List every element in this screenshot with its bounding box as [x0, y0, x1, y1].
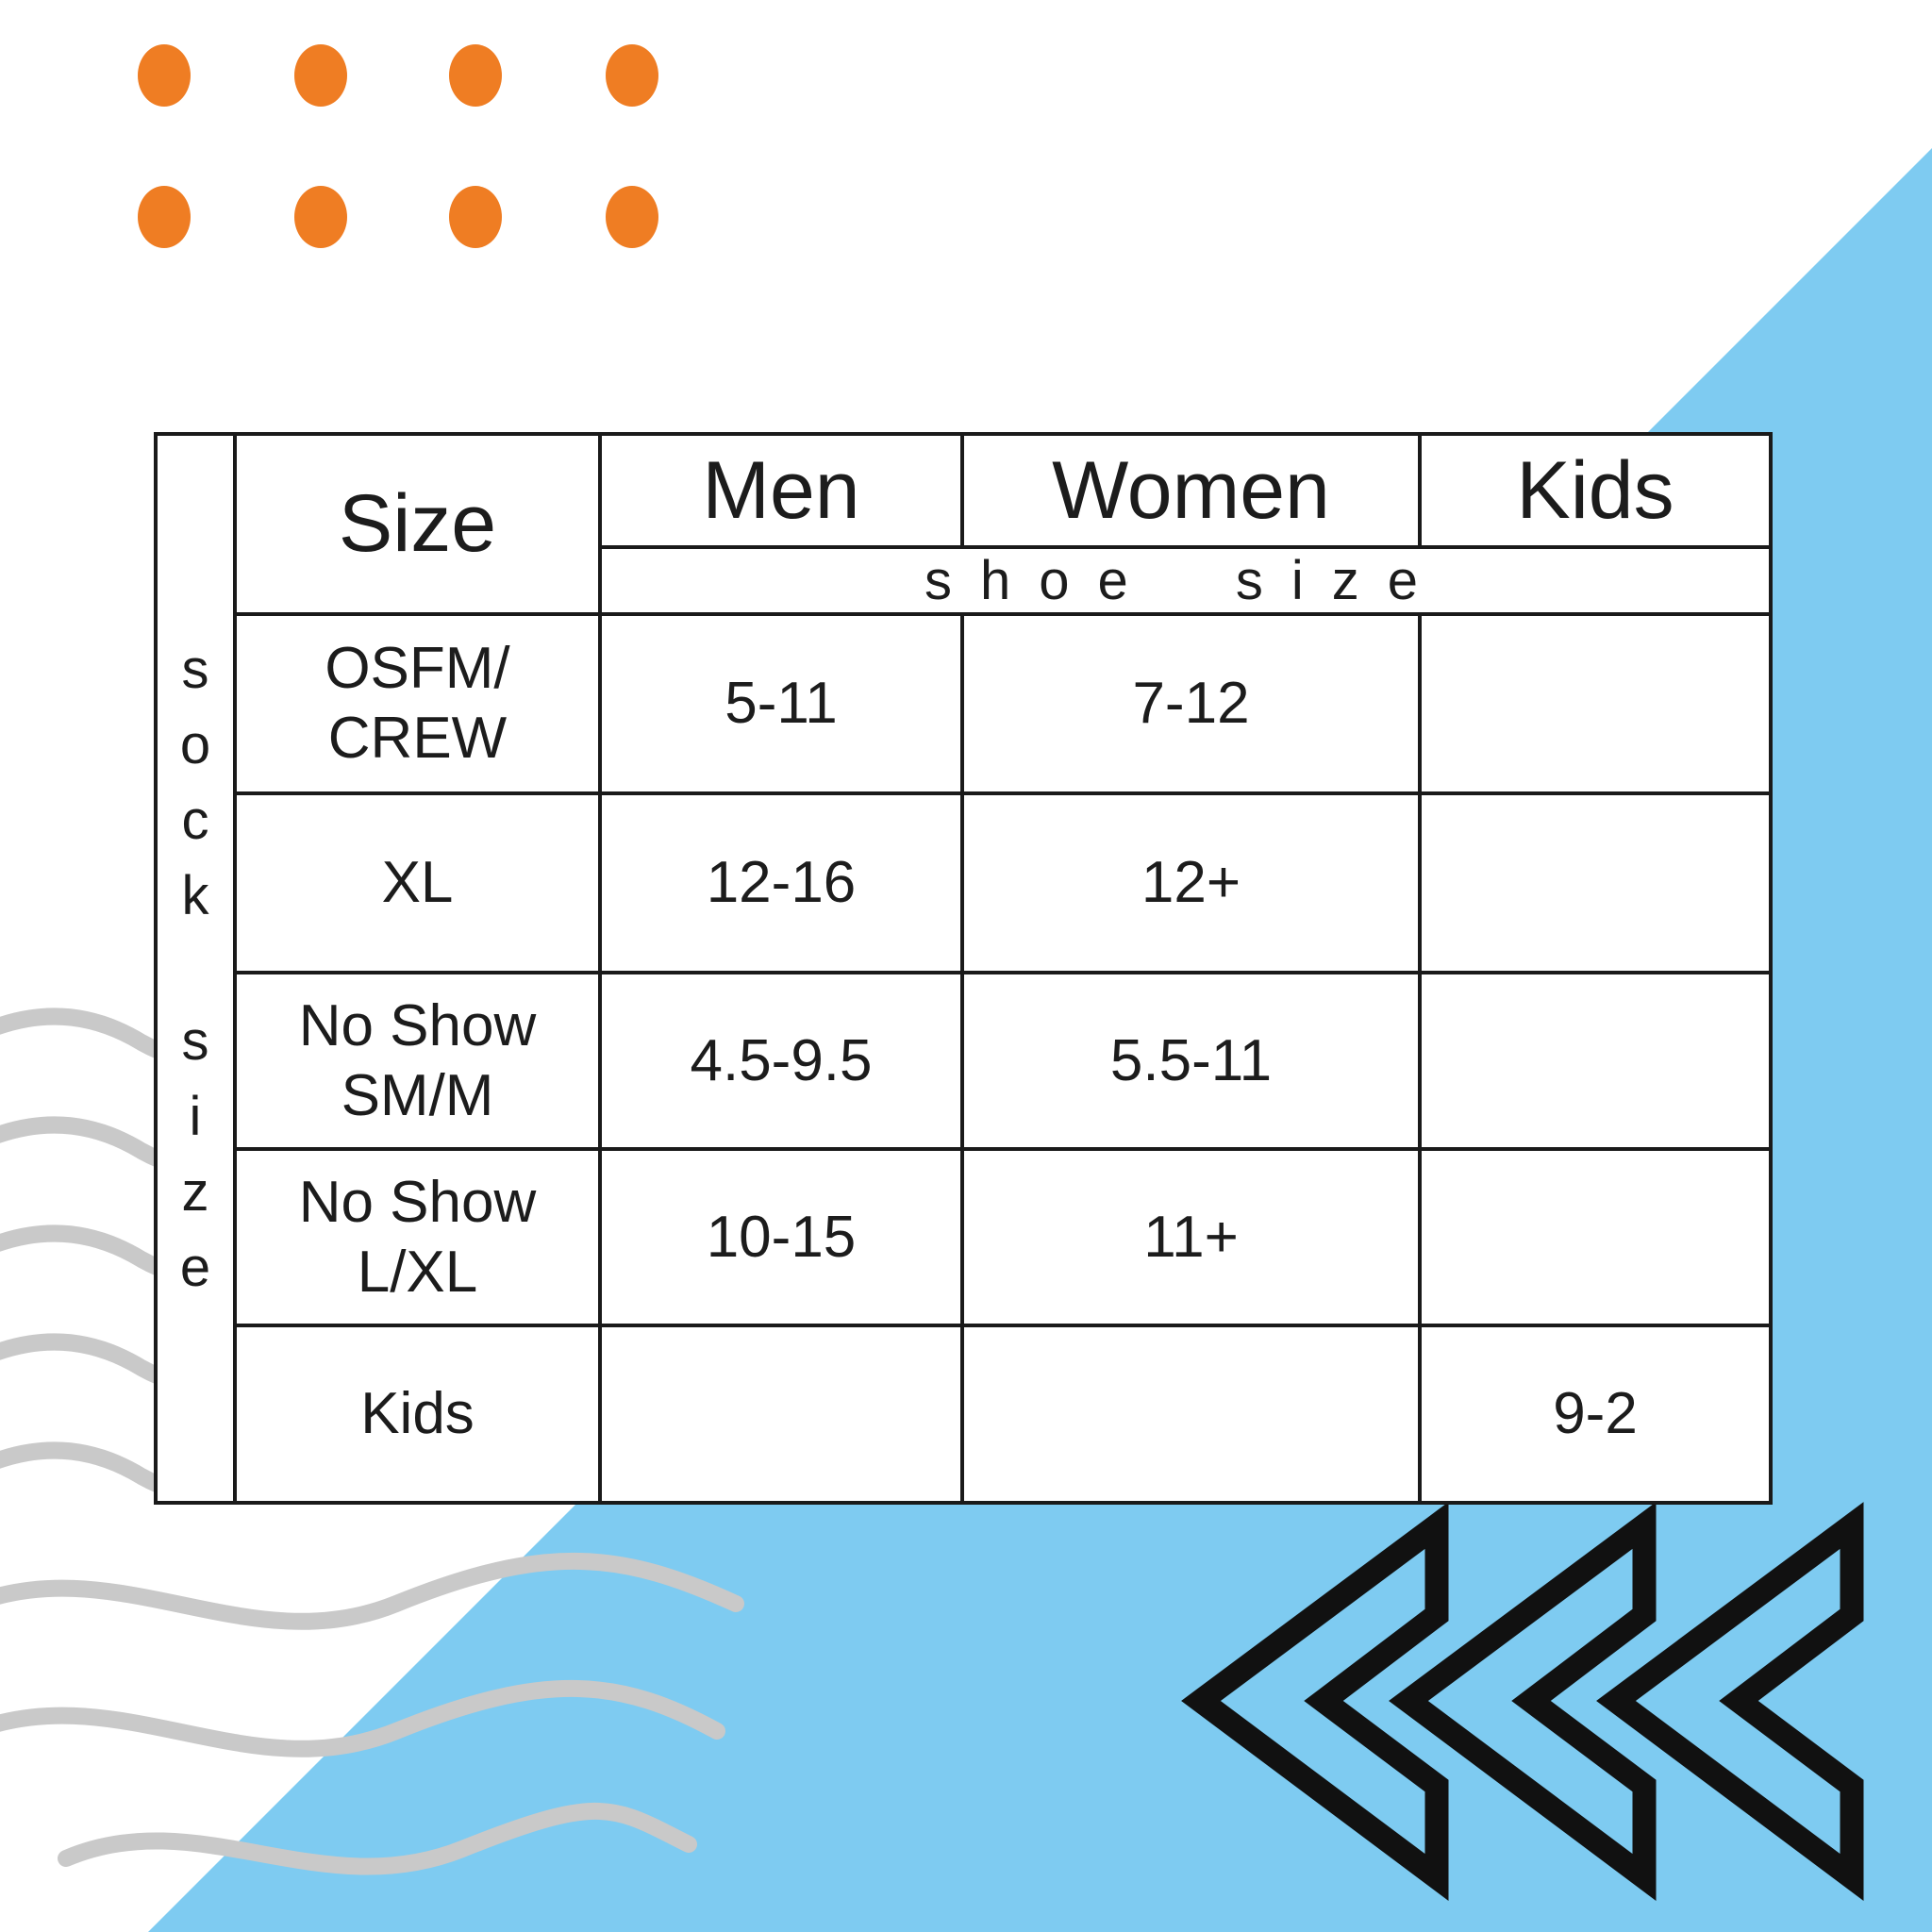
row-label-line: OSFM/: [325, 636, 510, 701]
cell-kids-xl: [1418, 791, 1773, 974]
chevron-arrows: [1181, 1502, 1864, 1901]
cell-women-xl: 12+: [960, 791, 1422, 974]
row-label-kids: Kids: [233, 1324, 602, 1505]
shoe-size-row: shoe size: [156, 545, 1773, 616]
cell-women-kids: [960, 1324, 1422, 1505]
cell-kids-noshow-lxl: [1418, 1147, 1773, 1327]
row-label-line: No Show: [298, 1169, 537, 1235]
table-row: OSFM/ CREW 5-11 7-12: [156, 612, 1773, 795]
orange-dot: [449, 186, 502, 248]
column-header-women: Women: [960, 432, 1422, 549]
cell-men-osfm: 5-11: [598, 612, 964, 795]
row-label-noshow-smm: No Show SM/M: [233, 971, 602, 1151]
row-label-line: L/XL: [357, 1239, 478, 1305]
orange-dot: [294, 186, 347, 248]
table-row: No Show L/XL 10-15 11+: [156, 1147, 1773, 1327]
row-label-line: No Show: [298, 992, 537, 1058]
shoe-size-span-label: shoe size: [598, 545, 1773, 616]
cell-men-noshow-smm: 4.5-9.5: [598, 971, 964, 1151]
cell-men-xl: 12-16: [598, 791, 964, 974]
chevron-left-icon: [1596, 1502, 1864, 1901]
orange-dot: [606, 186, 658, 248]
cell-women-osfm: 7-12: [960, 612, 1422, 795]
table-row: Kids 9-2: [156, 1324, 1773, 1505]
table-row: XL 12-16 12+: [156, 791, 1773, 974]
orange-dot: [606, 44, 658, 107]
row-label-xl: XL: [233, 791, 602, 974]
chevron-left-icon: [1181, 1502, 1449, 1901]
row-label-line: Kids: [360, 1381, 475, 1446]
wave-line-long: [0, 1553, 744, 1630]
orange-dot: [138, 186, 191, 248]
orange-dot: [138, 44, 191, 107]
row-label-noshow-lxl: No Show L/XL: [233, 1147, 602, 1327]
row-label-line: CREW: [327, 706, 508, 771]
cell-kids-kids: 9-2: [1418, 1324, 1773, 1505]
cell-kids-noshow-smm: [1418, 971, 1773, 1151]
orange-dot: [294, 44, 347, 107]
cell-men-noshow-lxl: 10-15: [598, 1147, 964, 1327]
column-header-men: Men: [598, 432, 964, 549]
row-label-line: XL: [381, 850, 454, 915]
wave-line-long: [58, 1802, 697, 1875]
cell-men-kids: [598, 1324, 964, 1505]
cell-women-noshow-lxl: 11+: [960, 1147, 1422, 1327]
cell-women-noshow-smm: 5.5-11: [960, 971, 1422, 1151]
wave-line-long: [0, 1680, 725, 1757]
column-header-size: Size: [233, 432, 602, 616]
orange-dot: [449, 44, 502, 107]
table-row: No Show SM/M 4.5-9.5 5.5-11: [156, 971, 1773, 1151]
chevron-left-icon: [1389, 1502, 1657, 1901]
row-label-line: SM/M: [341, 1062, 494, 1128]
row-label-osfm-crew: OSFM/ CREW: [233, 612, 602, 795]
column-header-kids: Kids: [1418, 432, 1773, 549]
cell-kids-osfm: [1418, 612, 1773, 795]
